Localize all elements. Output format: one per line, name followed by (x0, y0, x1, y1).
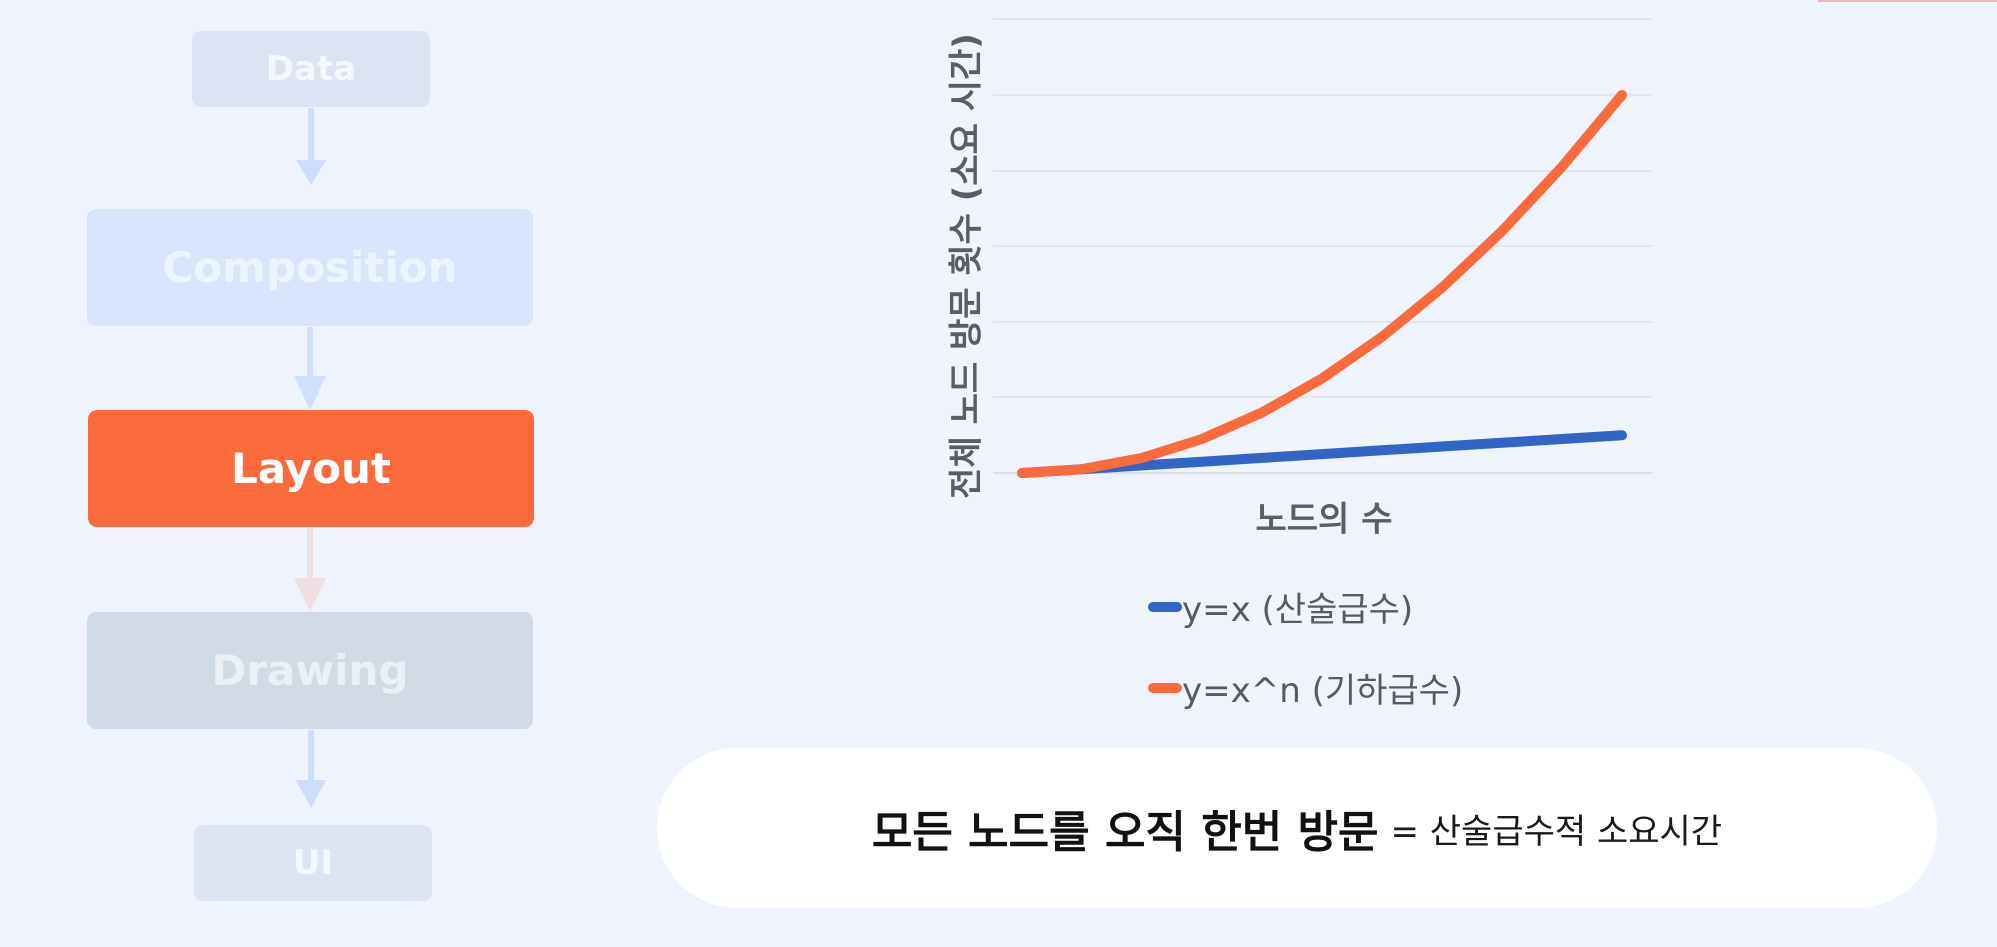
legend-label-linear: y=x (산술급수) (1182, 590, 1414, 630)
top-accent-bar (1818, 0, 1997, 2)
pipeline-stage-data: Data (192, 31, 430, 107)
statement-strong: 모든 노드를 오직 한번 방문 (871, 807, 1379, 858)
chart-series (1017, 90, 1627, 478)
arrow-drawing-to-ui (296, 730, 326, 808)
arrow-composition-to-layout (294, 327, 326, 410)
pipeline-stage-composition: Composition (87, 209, 533, 326)
statement-rest: = 산술급수적 소요시간 (1390, 811, 1723, 852)
chart-x-axis-title: 노드의 수 (1255, 499, 1393, 540)
chart-y-axis-title: 전체 노드 방문 횟수 (소요 시간) (946, 33, 987, 499)
series-line-exponential (1017, 90, 1627, 478)
arrow-layout-to-drawing (294, 528, 326, 612)
legend-item-linear: y=x (산술급수) (1148, 582, 1413, 631)
arrow-data-to-composition (296, 108, 326, 185)
legend-swatch-linear (1148, 601, 1182, 612)
pipeline-stage-layout-active: Layout (88, 410, 534, 527)
legend-swatch-exponential (1148, 682, 1182, 693)
legend-item-exponential: y=x^n (기하급수) (1148, 663, 1463, 712)
legend-label-exponential: y=x^n (기하급수) (1182, 671, 1464, 711)
pipeline-stage-drawing: Drawing (87, 612, 533, 729)
chart-grid (993, 18, 1652, 474)
statement-pill: 모든 노드를 오직 한번 방문 = 산술급수적 소요시간 (657, 748, 1937, 908)
pipeline-stage-ui: UI (194, 825, 432, 901)
